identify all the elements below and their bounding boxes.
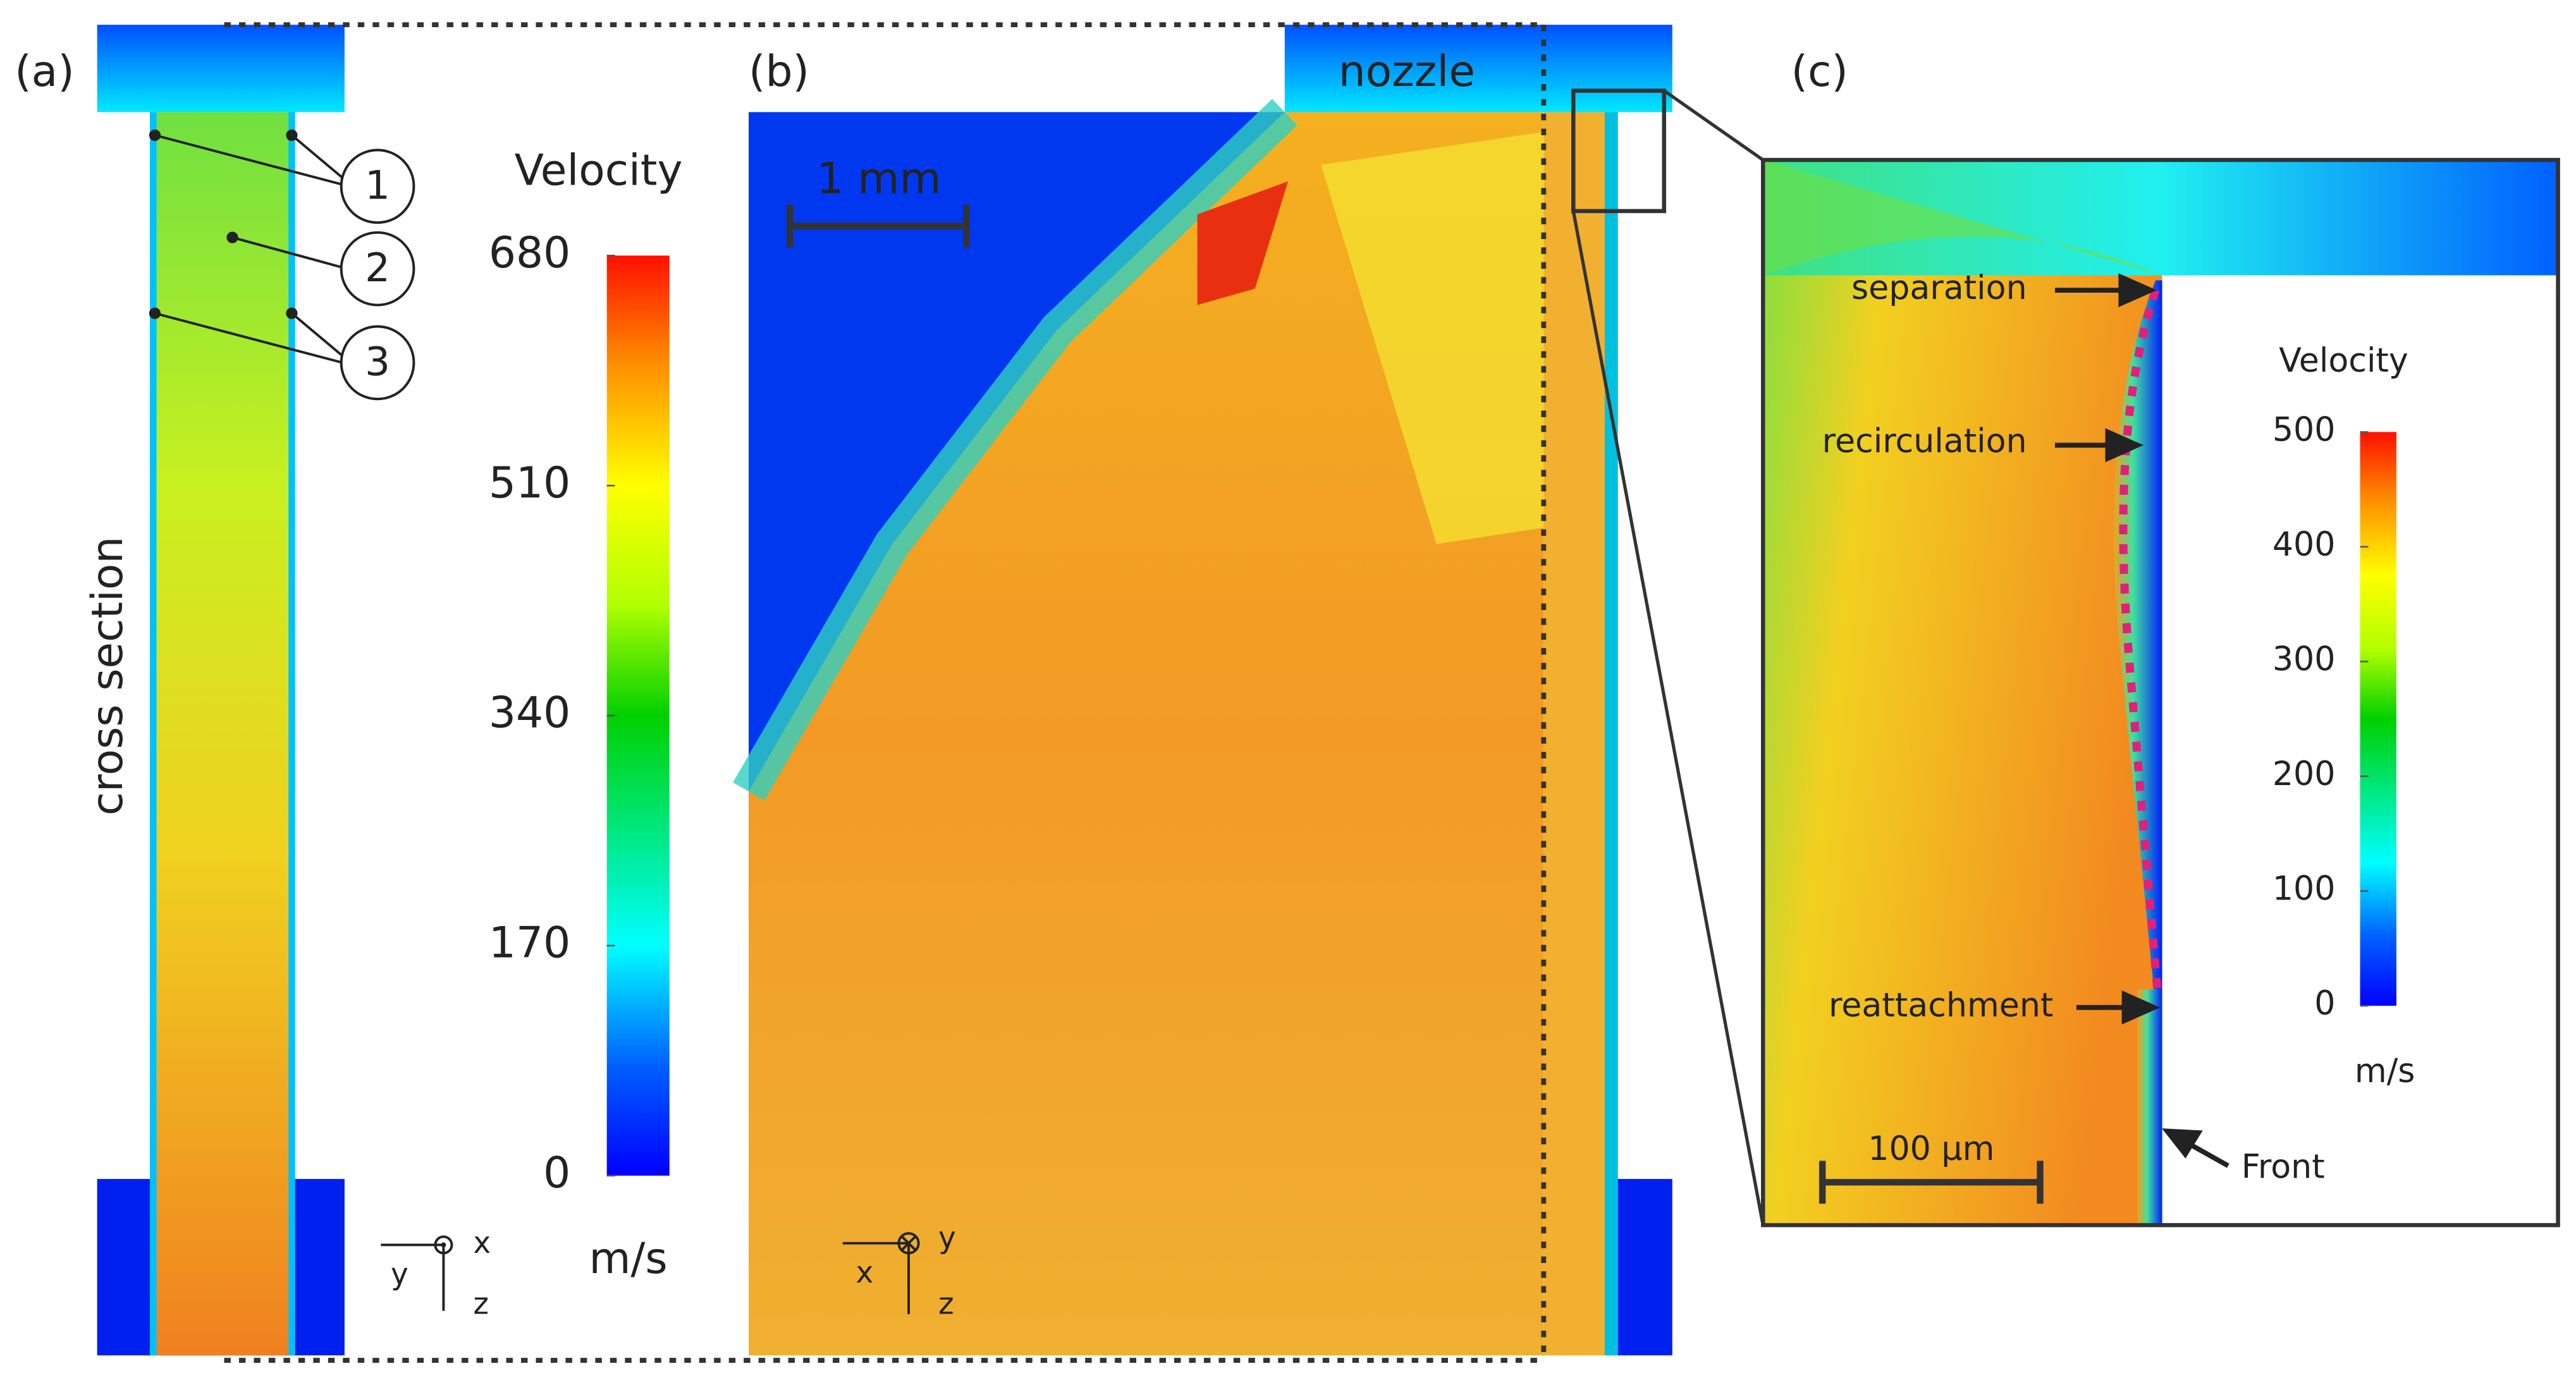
flow-field <box>1763 160 2162 1226</box>
axis-label: y <box>391 1257 408 1292</box>
nozzle-block <box>1284 25 1672 113</box>
colorbar-tick-label: 0 <box>2314 985 2335 1023</box>
colorbar-tick-label: 500 <box>2272 411 2336 449</box>
axis-label: z <box>938 1286 954 1321</box>
recirculation-zone <box>2113 280 2162 990</box>
high-velocity-zone <box>1197 181 1288 305</box>
colorbars: Velocity m/s 0 170 340 510 680 Velocity m/s 0 100 2… <box>489 145 2415 1283</box>
callout-circle <box>340 231 415 307</box>
colorbar <box>606 255 670 1176</box>
scale-bar <box>787 204 970 248</box>
colorbar-tick-label: 170 <box>489 918 570 968</box>
separation-line <box>2119 289 2162 990</box>
panel-label: (b) <box>749 46 809 96</box>
annotation: reattachment <box>1829 987 2053 1025</box>
axis-triad-b <box>842 1232 920 1315</box>
panel-frame <box>1760 157 2560 1228</box>
colorbar-tick-label: 200 <box>2272 755 2336 793</box>
colorbar-unit: m/s <box>2355 1052 2415 1090</box>
callout-circle <box>340 149 415 224</box>
colorbar-tick-label: 510 <box>489 458 570 508</box>
colorbar <box>2360 432 2396 1006</box>
nozzle-label: nozzle <box>1339 46 1475 96</box>
scale-bar <box>1819 1161 2044 1204</box>
zoom-box <box>1571 88 1667 214</box>
crop-outline <box>224 22 1547 1363</box>
shear-layer <box>733 99 1297 801</box>
axis-label: x <box>473 1226 491 1260</box>
colorbar-title: Velocity <box>2279 342 2408 380</box>
scale-label: 1 mm <box>817 153 941 203</box>
annotation: Front <box>2242 1148 2325 1186</box>
zoom-line <box>1571 210 1765 1226</box>
channel <box>150 112 295 1356</box>
colorbar-tick-label: 100 <box>2272 870 2336 908</box>
outlet <box>1617 1179 1672 1356</box>
axis-label: x <box>856 1255 874 1290</box>
colorbar-tick-label: 300 <box>2272 641 2336 679</box>
inlet <box>97 25 345 113</box>
axis-dot <box>441 1242 446 1248</box>
colorbar-tick-label: 340 <box>489 688 570 738</box>
callout-number: 1 <box>365 162 390 208</box>
colorbar-tick-label: 0 <box>543 1147 570 1197</box>
zoom-line <box>1663 89 1764 162</box>
colorbar-title: Velocity <box>515 145 683 195</box>
colorbar-unit: m/s <box>589 1233 667 1283</box>
panel-label: (c) <box>1791 46 1848 96</box>
scale-label: 100 µm <box>1868 1130 1994 1168</box>
callout-number: 2 <box>365 245 390 291</box>
side-label: cross section <box>82 537 132 816</box>
callout-number: 3 <box>365 339 390 385</box>
axis-label: z <box>473 1286 489 1321</box>
low-velocity-zone <box>749 112 1285 792</box>
colorbar-tick-label: 400 <box>2272 526 2336 564</box>
wall-layer <box>2137 989 2162 1226</box>
colorbar-tick-label: 680 <box>489 228 570 277</box>
axis-triad-a <box>381 1235 453 1311</box>
axis-label: y <box>938 1221 956 1255</box>
callout-circle <box>340 325 415 401</box>
panel-label: (a) <box>15 46 74 96</box>
annotation: separation <box>1851 269 2027 307</box>
flow-field <box>1763 160 2162 276</box>
annotation: recirculation <box>1822 423 2027 461</box>
wall <box>150 112 157 1356</box>
wall <box>288 112 295 1356</box>
annotations: separation recirculation reattachment <box>1822 269 2054 1025</box>
annotation-arrows <box>2054 273 2229 1168</box>
wall <box>1604 112 1618 1356</box>
expansion <box>1321 131 1544 544</box>
